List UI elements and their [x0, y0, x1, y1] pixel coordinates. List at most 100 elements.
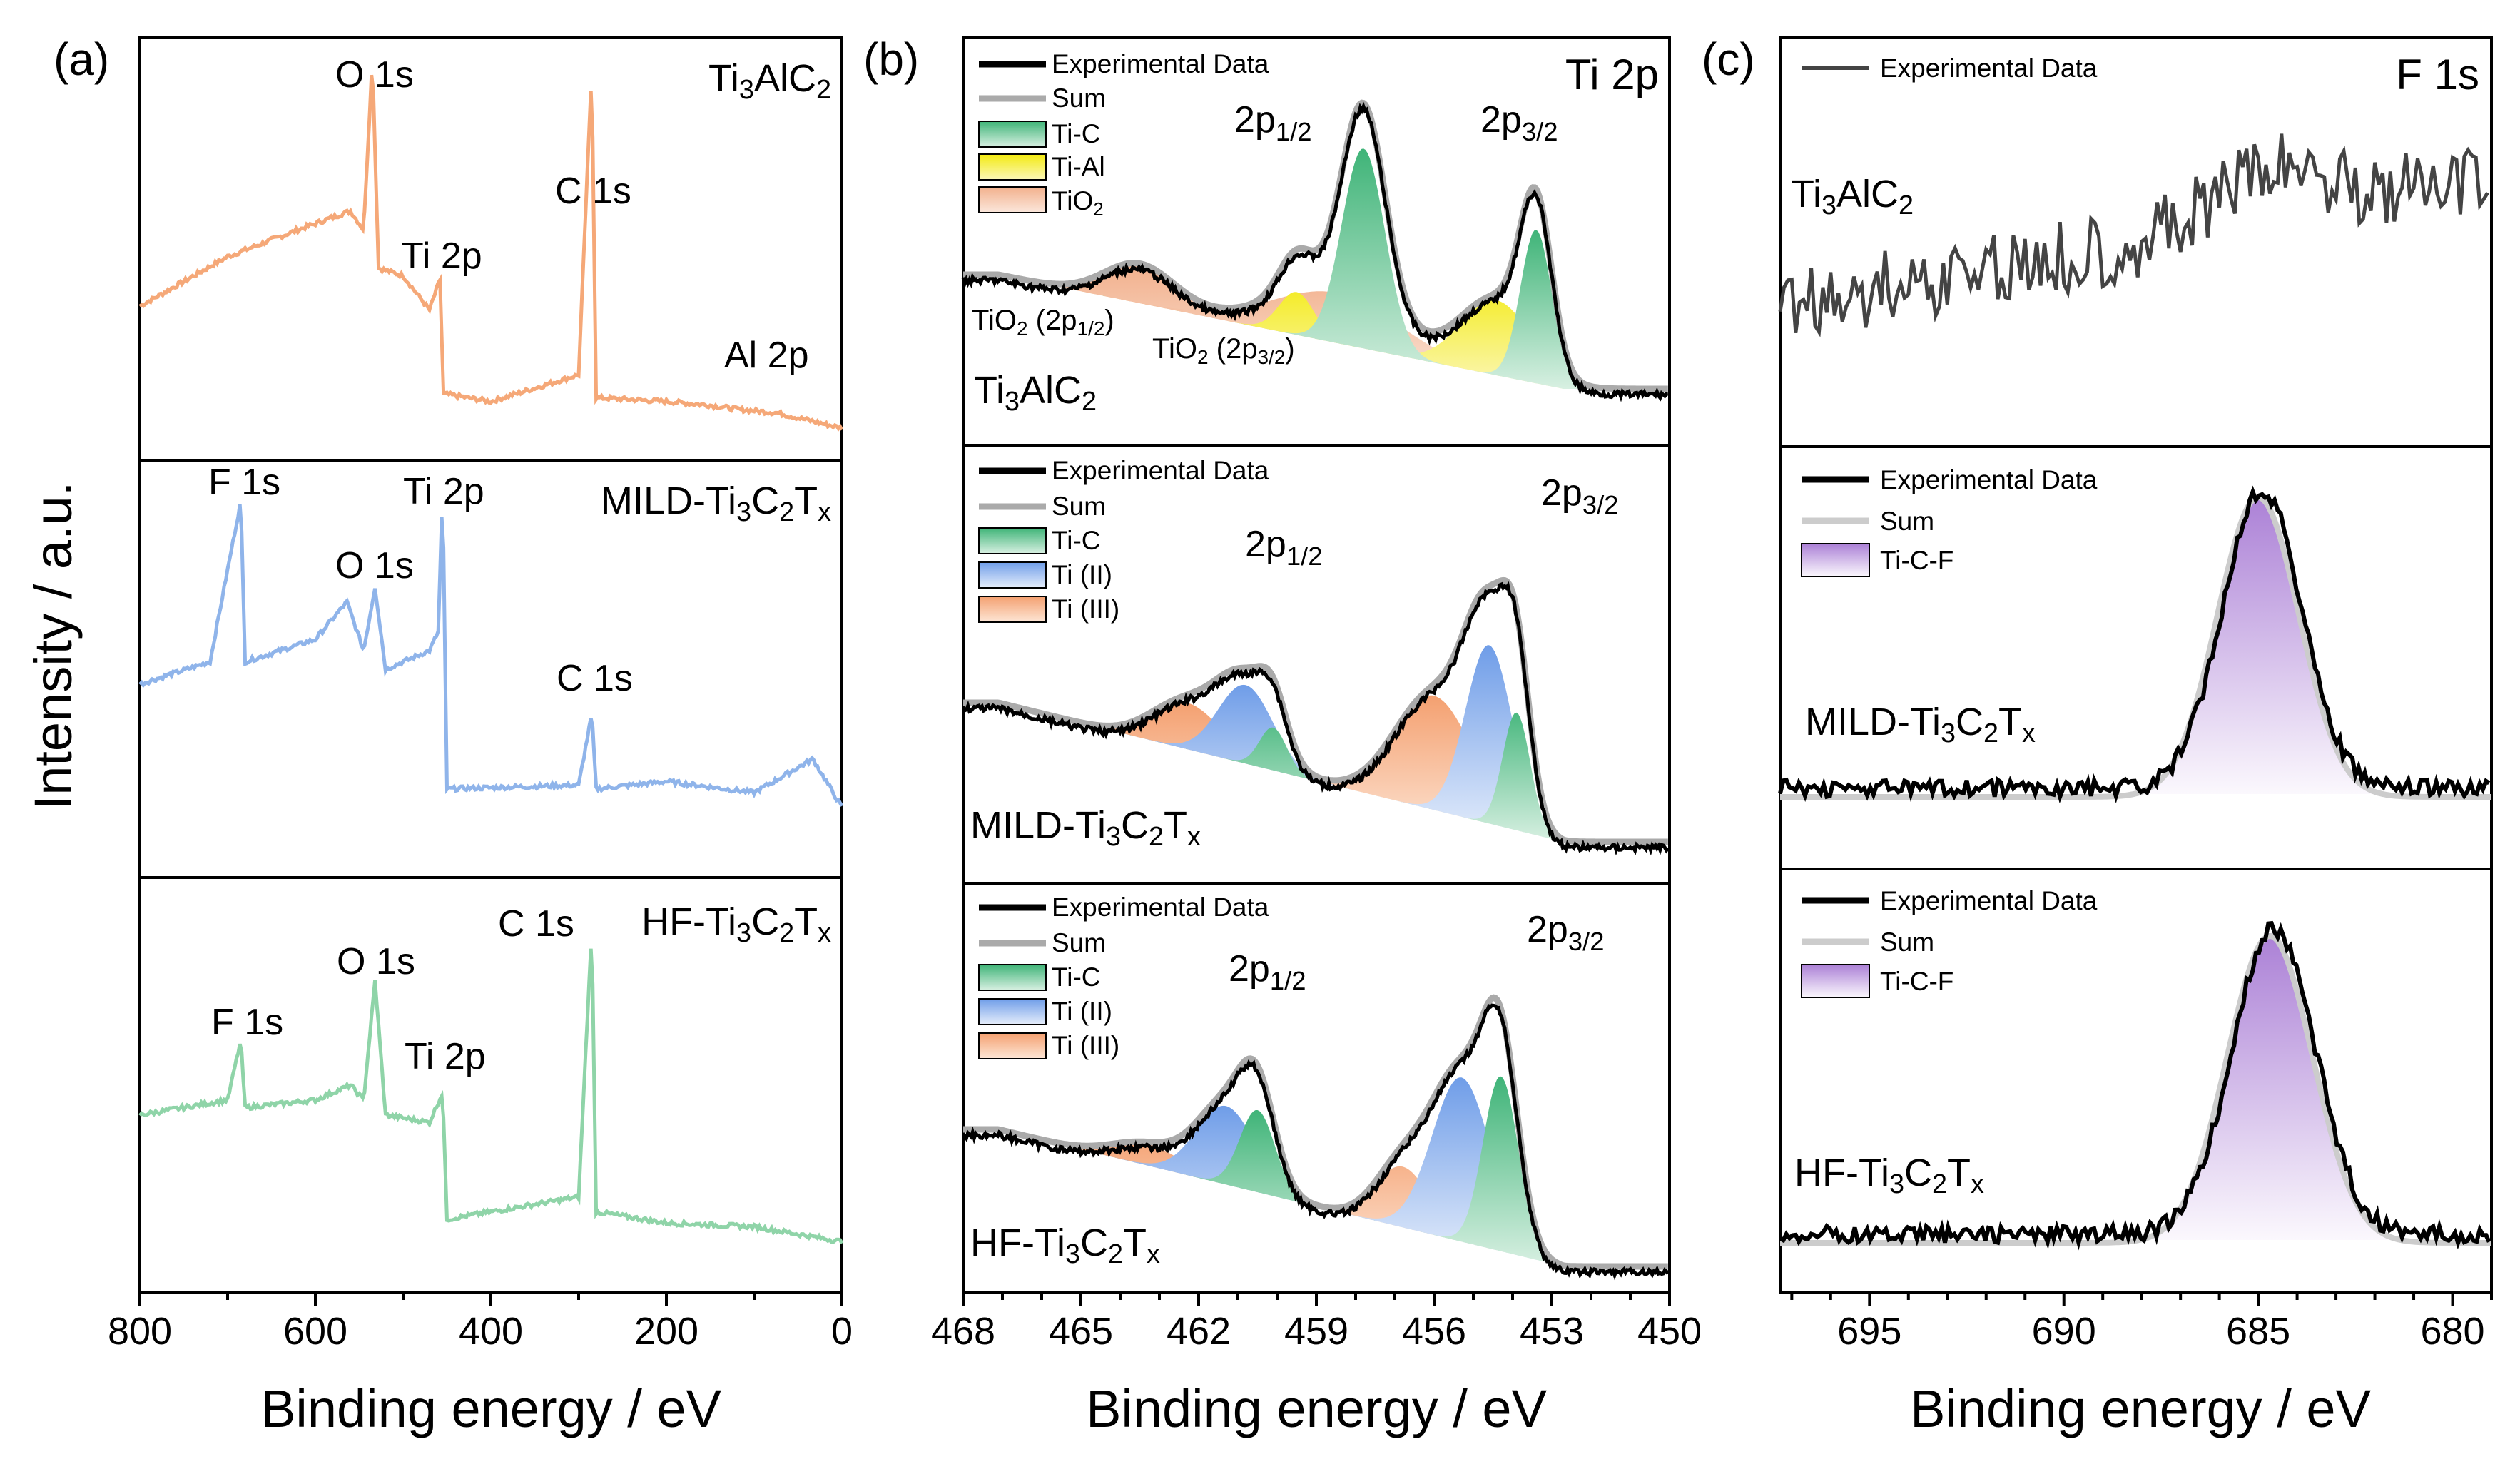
x-tick-label: 456 [1402, 1310, 1466, 1353]
panel-a-sample-hf: HF-Ti3C2Tx [641, 900, 831, 948]
panel-b: (b) 468 465 462 459 456 453 450 Ti 2p Experime… [863, 34, 1702, 1438]
experimental-line [961, 101, 1669, 402]
legend-b-top: Experimental Data Sum Ti-C Ti-Al TiO2 [978, 49, 1269, 220]
panel-b-sample-mild: MILD-Ti3C2Tx [970, 804, 1201, 852]
component-peak [963, 1076, 1670, 1266]
annot-a1-o1s: O 1s [335, 545, 414, 586]
panel-c-sample-hf: HF-Ti3C2Tx [1794, 1152, 1984, 1199]
tio2-label-2p12: TiO2 (2p1/2) [972, 305, 1114, 340]
annot-a2-ti2p: Ti 2p [405, 1036, 486, 1077]
survey-line-mild [138, 504, 844, 808]
annot-a2-c1s: C 1s [498, 903, 574, 945]
component-peak [1780, 494, 2491, 794]
sum-line [1780, 932, 2491, 1246]
panel-c-sample-ti3alc2: Ti3AlC2 [1791, 173, 1914, 220]
x-tick-label: 800 [108, 1310, 172, 1353]
ti2p-spectrum-0 [961, 99, 1670, 402]
sum-line [1780, 494, 2491, 800]
component-peak [963, 275, 1670, 389]
annot-a0-c1s: C 1s [555, 171, 631, 212]
x-tick-label: 0 [831, 1310, 853, 1353]
legend-label-tic: Ti-C [1052, 119, 1101, 148]
x-tick-label: 459 [1284, 1310, 1348, 1353]
ti2p-spectrum-2 [962, 994, 1670, 1281]
legend-label-exp: Experimental Data [1052, 456, 1269, 485]
x-tick-label: 680 [2420, 1310, 2484, 1353]
x-tick-label: 685 [2226, 1310, 2290, 1353]
peak-label-b1-2p12: 2p1/2 [1245, 524, 1322, 571]
annot-a2-o1s: O 1s [337, 941, 415, 982]
annot-a1-ti2p: Ti 2p [403, 471, 484, 512]
component-peak [1780, 933, 2491, 1240]
panel-c-title: F 1s [2396, 51, 2479, 98]
peak-label-b1-2p32: 2p3/2 [1541, 472, 1618, 519]
x-tick-label: 600 [283, 1310, 347, 1353]
panel-c-spectra [1778, 133, 2491, 1251]
panel-a: (a) 800 600 400 200 0 Ti3AlC2 MILD-Ti3C2Tx H… [54, 34, 853, 1438]
legend-label-tic: Ti-C [1052, 962, 1101, 992]
annot-a1-f1s: F 1s [208, 462, 280, 503]
annot-a0-ti2p: Ti 2p [401, 235, 482, 277]
legend-label-ticf: Ti-C-F [1880, 967, 1953, 996]
x-tick-label: 200 [634, 1310, 698, 1353]
x-tick-label: 400 [459, 1310, 523, 1353]
legend-label-exp: Experimental Data [1052, 893, 1269, 922]
legend-label-exp: Experimental Data [1880, 54, 2098, 83]
peak-label-b0-2p12: 2p1/2 [1234, 99, 1311, 146]
panel-c-frame [1779, 36, 2493, 1294]
panel-b-label: (b) [863, 34, 919, 85]
legend-label-ti2: Ti (II) [1052, 560, 1112, 589]
peak-label-b2-2p32: 2p3/2 [1527, 909, 1604, 956]
legend-label-ti2: Ti (II) [1052, 997, 1112, 1026]
peak-label-b0-2p32: 2p3/2 [1480, 99, 1558, 146]
component-peak [963, 1077, 1670, 1266]
component-peak [963, 703, 1670, 842]
legend-label-tic: Ti-C [1052, 526, 1101, 555]
legend-label-sum: Sum [1880, 927, 1934, 957]
x-tick-label: 690 [2032, 1310, 2096, 1353]
tio2-label-2p32: TiO2 (2p3/2) [1152, 333, 1295, 368]
panel-b-spectra [961, 99, 1670, 1281]
legend-swatch-ti3 [978, 596, 1047, 623]
legend-swatch-ti3 [978, 1032, 1047, 1059]
survey-line-ti3alc2 [138, 74, 844, 432]
ti2p-spectrum-1 [961, 576, 1670, 856]
panel-c: (c) 695 690 685 680 F 1s Experimental Data … [1702, 34, 2493, 1438]
legend-label-ti3: Ti (III) [1052, 594, 1119, 624]
sum-line [963, 576, 1668, 845]
panel-b-sample-ti3alc2: Ti3AlC2 [974, 369, 1097, 417]
legend-swatch-ti2 [978, 998, 1047, 1025]
legend-swatch-ticf [1801, 964, 1870, 998]
x-tick-label: 453 [1520, 1310, 1584, 1353]
legend-label-sum: Sum [1052, 928, 1106, 957]
panel-a-sample-ti3alc2: Ti3AlC2 [708, 57, 831, 105]
x-tick-label: 465 [1049, 1310, 1113, 1353]
x-tick-label: 468 [931, 1310, 995, 1353]
f1s-spectrum-1 [1778, 485, 2491, 804]
y-axis-label: Intensity / a.u. [24, 482, 83, 810]
legend-c-bottom: Experimental Data Sum Ti-C-F [1801, 886, 2098, 998]
panel-a-sample-mild: MILD-Ti3C2Tx [601, 479, 831, 527]
experimental-line [961, 581, 1670, 856]
sum-line [963, 994, 1668, 1270]
legend-swatch-tic [978, 527, 1047, 554]
f1s-spectrum-2 [1779, 920, 2491, 1251]
legend-label-exp: Experimental Data [1880, 886, 2098, 915]
panel-b-frame [962, 36, 1671, 1294]
component-peak [963, 263, 1670, 389]
panel-a-x-ticks: 800 600 400 200 0 [108, 1293, 853, 1353]
peak-label-b2-2p12: 2p1/2 [1229, 948, 1306, 995]
x-tick-label: 462 [1167, 1310, 1231, 1353]
x-tick-label: 450 [1637, 1310, 1702, 1353]
legend-swatch-tic [978, 964, 1047, 991]
panel-c-x-ticks: 695 690 685 680 [1790, 1293, 2493, 1353]
legend-label-tial: Ti-Al [1052, 152, 1105, 181]
component-peak [963, 701, 1670, 842]
legend-label-tio2: TiO2 [1052, 186, 1104, 220]
legend-swatch-ti2 [978, 561, 1047, 589]
annot-a1-c1s: C 1s [557, 658, 633, 699]
legend-swatch-tial [978, 153, 1047, 181]
x-tick-label: 695 [1837, 1310, 1901, 1353]
legend-swatch-tio2 [978, 186, 1047, 213]
legend-swatch-ticf [1801, 543, 1870, 577]
